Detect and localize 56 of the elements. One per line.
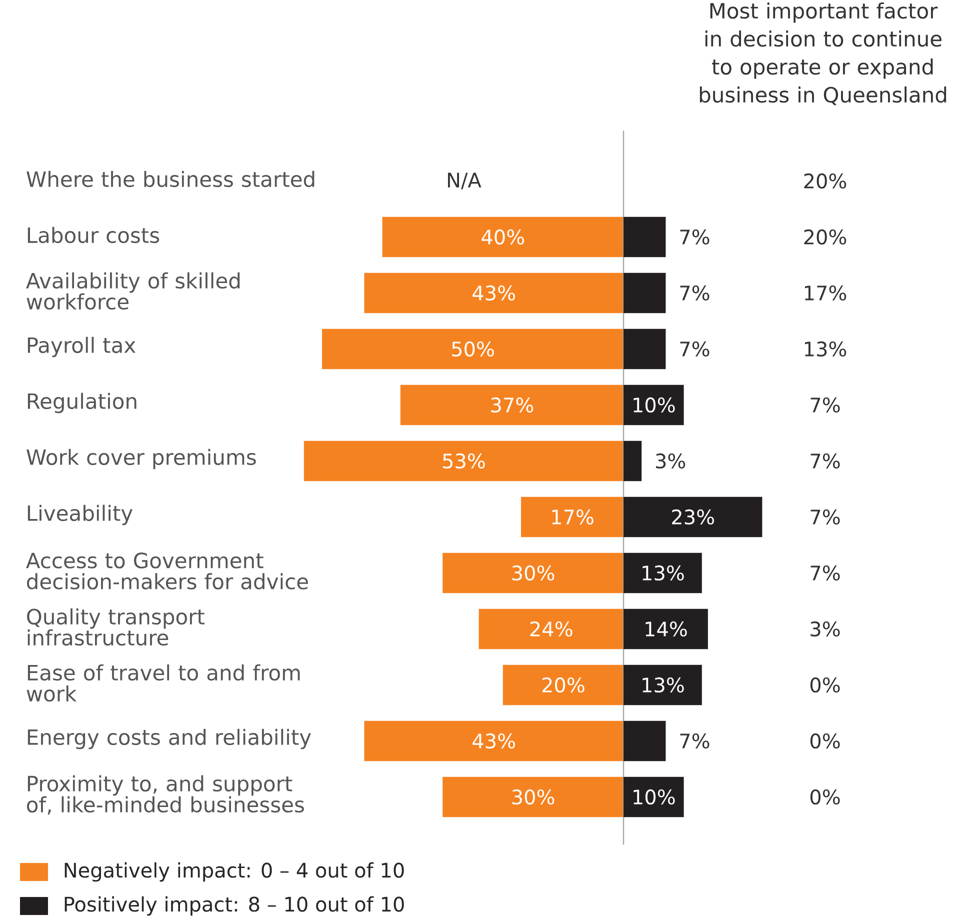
data-label: 37% — [491, 397, 534, 413]
bar — [624, 384, 684, 426]
y-tick-label: Quality transport infrastructure — [27, 608, 204, 646]
data-label: 30% — [512, 565, 554, 581]
y-tick-label: Energy costs and reliability — [28, 728, 311, 750]
bar — [624, 216, 666, 258]
data-label: 40% — [482, 229, 524, 245]
text: 17% — [804, 285, 846, 301]
text: 0% — [810, 677, 840, 693]
data-label: 13% — [642, 565, 684, 581]
bar — [624, 720, 666, 762]
data-label: 17% — [552, 509, 594, 525]
data-label: 7% — [680, 341, 710, 357]
bar — [624, 440, 642, 482]
y-tick-label: Regulation — [28, 392, 136, 414]
data-label: 10% — [634, 789, 675, 805]
y-tick-label: Work cover premiums — [26, 448, 256, 470]
text: 7% — [810, 453, 840, 469]
text: 20% — [804, 173, 846, 189]
data-label: 24% — [530, 621, 572, 637]
bar — [624, 272, 666, 314]
y-tick-label: Liveability — [28, 504, 133, 526]
text: 7% — [810, 565, 840, 581]
text: N/A — [448, 172, 482, 190]
data-label: 53% — [443, 453, 485, 469]
text: 13% — [804, 341, 846, 357]
data-label: 10% — [634, 397, 675, 413]
y-tick-label: Ease of travel to and from work — [26, 664, 300, 702]
y-tick-label: Access to Government decision-makers for advice — [26, 552, 308, 590]
data-label: 20% — [542, 677, 584, 693]
y-tick-label: Where the business started — [26, 170, 314, 188]
bar — [624, 328, 666, 370]
text: 0% — [810, 733, 840, 749]
data-label: 43% — [472, 285, 515, 301]
data-label: 14% — [646, 621, 687, 637]
data-label: 7% — [680, 229, 710, 245]
legend-label: Negatively impact: 0 – 4 out of 10 — [64, 862, 404, 882]
data-label: 23% — [672, 509, 714, 525]
text: 7% — [810, 397, 840, 413]
text: 7% — [810, 509, 840, 525]
text: Most important factor in decision to continue to operate or expand business in Queensland — [700, 2, 946, 106]
text: 3% — [810, 621, 840, 637]
data-label: 43% — [472, 733, 515, 749]
data-label: 50% — [452, 341, 494, 357]
data-label: 30% — [512, 789, 554, 805]
text: 20% — [804, 229, 846, 245]
y-tick-label: Payroll tax — [28, 336, 136, 358]
y-tick-label: Labour costs — [28, 226, 160, 244]
legend-label: Positively impact: 8 – 10 out of 10 — [64, 896, 404, 916]
y-tick-label: Proximity to, and support of, like-minded businesses — [27, 775, 304, 815]
data-label: 13% — [642, 677, 684, 693]
text: 0% — [810, 789, 840, 805]
data-label: 3% — [656, 453, 686, 469]
data-label: 7% — [680, 733, 710, 749]
y-tick-label: Availability of skilled workforce — [26, 272, 240, 310]
data-label: 7% — [680, 285, 710, 301]
